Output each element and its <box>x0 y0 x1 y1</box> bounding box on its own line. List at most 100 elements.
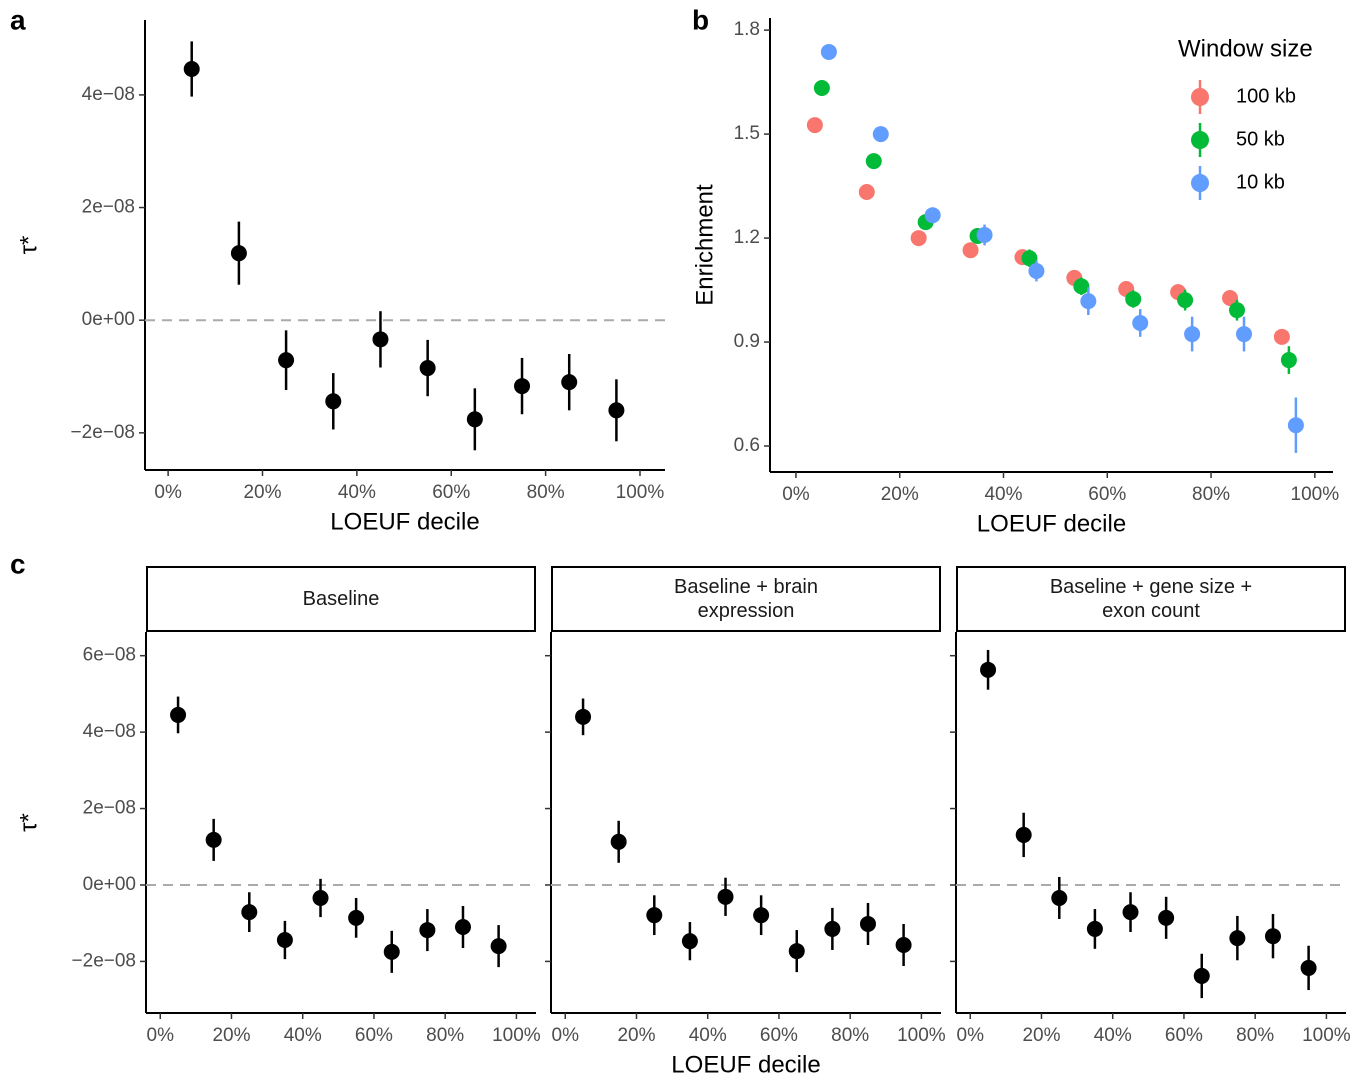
x-tick-label: 100% <box>1302 1025 1351 1046</box>
facet-strip: Baseline + gene size + exon count <box>956 566 1346 632</box>
point <box>1080 293 1097 310</box>
point <box>454 919 471 936</box>
point <box>646 907 663 924</box>
y-tick-label: 0e+00 <box>83 874 136 895</box>
y-tick-label: 4e−08 <box>83 721 136 742</box>
y-tick-label: 0.9 <box>734 331 760 352</box>
x-tick-label: 40% <box>689 1025 727 1046</box>
point <box>859 915 876 932</box>
point <box>230 245 247 262</box>
x-tick-label: 100% <box>1291 484 1340 505</box>
legend-label: 50 kb <box>1236 128 1285 150</box>
point <box>1015 826 1032 843</box>
point <box>806 117 823 134</box>
x-axis-title: LOEUF decile <box>977 510 1126 537</box>
point <box>561 374 578 391</box>
x-axis-title: LOEUF decile <box>330 508 479 535</box>
point <box>717 888 734 905</box>
x-tick-label: 20% <box>1022 1025 1060 1046</box>
x-tick-label: 100% <box>616 482 665 503</box>
x-tick-label: 80% <box>1192 484 1230 505</box>
x-tick-label: 80% <box>426 1025 464 1046</box>
y-tick-label: 2e−08 <box>82 197 135 218</box>
legend-swatch <box>1191 88 1209 106</box>
point <box>490 938 507 955</box>
point <box>976 226 993 243</box>
point <box>205 831 222 848</box>
x-tick-label: 0% <box>957 1025 985 1046</box>
point <box>1273 328 1290 345</box>
x-tick-label: 0% <box>154 482 182 503</box>
point <box>910 230 927 247</box>
point <box>1287 417 1304 434</box>
point <box>681 933 698 950</box>
point <box>1028 262 1045 279</box>
point <box>1086 920 1103 937</box>
x-tick-label: 60% <box>1165 1025 1203 1046</box>
facet-title: Baseline + gene size + exon count <box>1049 576 1253 622</box>
x-tick-label: 40% <box>1094 1025 1132 1046</box>
x-tick-label: 100% <box>492 1025 541 1046</box>
legend-label: 10 kb <box>1236 171 1285 193</box>
point <box>753 907 770 924</box>
x-tick-label: 20% <box>212 1025 250 1046</box>
x-tick-label: 0% <box>147 1025 175 1046</box>
y-tick-label: 1.5 <box>734 123 760 144</box>
y-axis-title: τ* <box>15 813 42 832</box>
x-tick-label: 40% <box>338 482 376 503</box>
y-tick-label: 1.8 <box>734 19 760 40</box>
point <box>924 207 941 224</box>
facet-title: Baseline + brain expression <box>674 576 818 622</box>
x-tick-label: 20% <box>881 484 919 505</box>
point <box>170 706 187 723</box>
point <box>514 378 531 395</box>
point <box>1073 278 1090 295</box>
point <box>813 80 830 97</box>
y-tick-label: 4e−08 <box>82 84 135 105</box>
y-tick-label: 6e−08 <box>83 645 136 666</box>
y-tick-label: 2e−08 <box>83 798 136 819</box>
x-tick-label: 20% <box>243 482 281 503</box>
y-axis-title: τ* <box>15 236 42 255</box>
point <box>466 411 483 428</box>
y-tick-label: 0e+00 <box>82 309 135 330</box>
point <box>278 352 295 369</box>
x-tick-label: 60% <box>432 482 470 503</box>
point <box>325 393 342 410</box>
point <box>372 331 389 348</box>
legend-label: 100 kb <box>1236 85 1296 107</box>
x-tick-label: 0% <box>552 1025 580 1046</box>
point <box>241 904 258 921</box>
point <box>962 242 979 259</box>
point <box>1125 291 1142 308</box>
point <box>1193 967 1210 984</box>
point <box>980 661 997 678</box>
point <box>824 920 841 937</box>
point <box>872 126 889 143</box>
point <box>1300 959 1317 976</box>
facet-title: Baseline <box>302 588 380 610</box>
point <box>1184 326 1201 343</box>
point <box>820 43 837 60</box>
y-tick-label: 0.6 <box>734 435 760 456</box>
point <box>1177 292 1194 309</box>
x-tick-label: 60% <box>1088 484 1126 505</box>
x-tick-label: 0% <box>782 484 810 505</box>
point <box>419 360 436 377</box>
x-tick-label: 80% <box>1236 1025 1274 1046</box>
x-tick-label: 80% <box>527 482 565 503</box>
facet-strip: Baseline + brain expression <box>551 566 941 632</box>
point <box>610 833 627 850</box>
point <box>1021 250 1038 267</box>
point <box>1264 928 1281 945</box>
x-tick-label: 80% <box>831 1025 869 1046</box>
point <box>1229 930 1246 947</box>
point <box>788 943 805 960</box>
point <box>1280 352 1297 369</box>
legend-swatch <box>1191 131 1209 149</box>
point <box>575 708 592 725</box>
point <box>183 60 200 77</box>
legend-swatch <box>1191 174 1209 192</box>
point <box>348 909 365 926</box>
point <box>895 936 912 953</box>
